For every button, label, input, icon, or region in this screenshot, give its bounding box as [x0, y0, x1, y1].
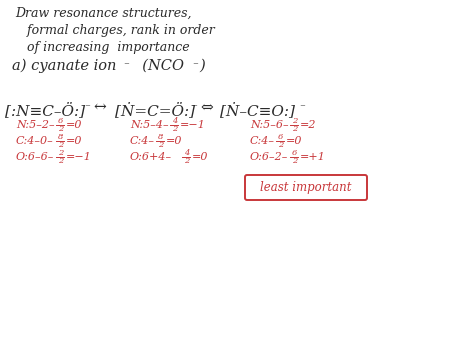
Text: 4: 4 — [184, 149, 190, 157]
Text: ↔: ↔ — [93, 101, 106, 115]
Text: (NCO: (NCO — [133, 59, 184, 73]
Text: 2: 2 — [292, 125, 297, 133]
Text: ⁻: ⁻ — [84, 103, 90, 113]
Text: ⇔: ⇔ — [200, 101, 213, 115]
Text: =+1: =+1 — [300, 152, 326, 162]
Text: [Ṅ=C=Ö:]: [Ṅ=C=Ö:] — [115, 102, 195, 118]
Text: =−1: =−1 — [180, 120, 206, 130]
Text: O:6–6–: O:6–6– — [16, 152, 55, 162]
Text: 6: 6 — [292, 149, 297, 157]
Text: 2: 2 — [58, 157, 64, 165]
Text: =2: =2 — [300, 120, 317, 130]
Text: =0: =0 — [192, 152, 209, 162]
Text: 2: 2 — [172, 125, 177, 133]
Text: least important: least important — [260, 181, 352, 194]
Text: 2: 2 — [292, 117, 297, 125]
Text: ⁻: ⁻ — [191, 103, 197, 113]
Text: 6: 6 — [278, 133, 283, 141]
Text: 2: 2 — [184, 157, 190, 165]
Text: a) cyanate ion: a) cyanate ion — [12, 59, 117, 73]
Text: 4: 4 — [172, 117, 177, 125]
Text: 2: 2 — [58, 149, 64, 157]
Text: [:N≡C–Ö:]: [:N≡C–Ö:] — [5, 102, 85, 118]
Text: O:6–2–: O:6–2– — [250, 152, 288, 162]
Text: O:6+4–: O:6+4– — [130, 152, 172, 162]
FancyBboxPatch shape — [245, 175, 367, 200]
Text: =0: =0 — [286, 136, 302, 146]
Text: 2: 2 — [278, 141, 283, 149]
Text: ⁻: ⁻ — [192, 61, 198, 71]
Text: [Ṅ–C≡O:]: [Ṅ–C≡O:] — [220, 102, 295, 118]
Text: ): ) — [199, 59, 205, 73]
Text: 2: 2 — [158, 141, 164, 149]
Text: N:5–4–: N:5–4– — [130, 120, 169, 130]
Text: 6: 6 — [58, 117, 64, 125]
Text: C:4–0–: C:4–0– — [16, 136, 54, 146]
Text: C:4–: C:4– — [130, 136, 155, 146]
Text: =−1: =−1 — [66, 152, 92, 162]
Text: ⁻: ⁻ — [299, 103, 305, 113]
Text: =0: =0 — [66, 120, 82, 130]
Text: formal charges, rank in order: formal charges, rank in order — [15, 24, 215, 37]
Text: N:5–6–: N:5–6– — [250, 120, 289, 130]
Text: ⁻: ⁻ — [123, 61, 129, 71]
Text: 8: 8 — [158, 133, 164, 141]
Text: Draw resonance structures,: Draw resonance structures, — [15, 7, 191, 20]
Text: =0: =0 — [66, 136, 82, 146]
Text: =0: =0 — [166, 136, 182, 146]
Text: N:5–2–: N:5–2– — [16, 120, 55, 130]
Text: 2: 2 — [58, 125, 64, 133]
Text: C:4–: C:4– — [250, 136, 275, 146]
Text: 2: 2 — [292, 157, 297, 165]
Text: 2: 2 — [58, 141, 64, 149]
Text: of increasing  importance: of increasing importance — [15, 41, 190, 54]
Text: 8: 8 — [58, 133, 64, 141]
